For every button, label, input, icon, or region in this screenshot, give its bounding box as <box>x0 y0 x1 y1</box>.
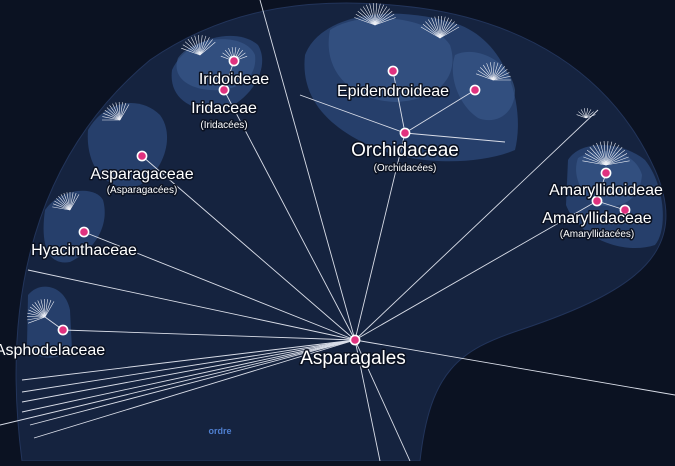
node-epidendroideae[interactable] <box>388 66 397 75</box>
family-common-orchidaceae: (Orchidacées) <box>374 163 437 174</box>
node-root[interactable] <box>350 335 359 344</box>
family-label-hyacinthaceae[interactable]: Hyacinthaceae <box>31 242 137 259</box>
subfamily-label-epidendroideae[interactable]: Epidendroideae <box>337 83 449 100</box>
root-label[interactable]: Asparagales <box>300 348 406 369</box>
node-orchidaceae-sub2[interactable] <box>470 85 479 94</box>
subfamily-label-iridoideae[interactable]: Iridoideae <box>199 71 269 88</box>
node-orchidaceae[interactable] <box>400 128 409 137</box>
family-label-orchidaceae[interactable]: Orchidaceae <box>351 140 459 161</box>
family-label-amaryllidaceae[interactable]: Amaryllidaceae <box>542 210 651 227</box>
node-iridoideae[interactable] <box>229 56 238 65</box>
family-common-iridaceae: (Iridacées) <box>200 120 247 131</box>
node-asphodelaceae[interactable] <box>58 325 67 334</box>
family-common-asparagaceae: (Asparagacées) <box>107 185 178 196</box>
family-common-amaryllidaceae: (Amaryllidacées) <box>560 229 634 240</box>
family-label-asparagaceae[interactable]: Asparagaceae <box>90 166 193 183</box>
subfamily-label-amaryllidoideae[interactable]: Amaryllidoideae <box>549 182 663 199</box>
node-amaryllidoideae[interactable] <box>601 168 610 177</box>
family-label-asphodelaceae[interactable]: Asphodelaceae <box>0 342 105 359</box>
family-label-iridaceae[interactable]: Iridaceae <box>191 100 257 117</box>
node-asparagaceae[interactable] <box>137 151 146 160</box>
node-hyacinthaceae[interactable] <box>79 227 88 236</box>
region-tag: ordre <box>208 426 231 436</box>
